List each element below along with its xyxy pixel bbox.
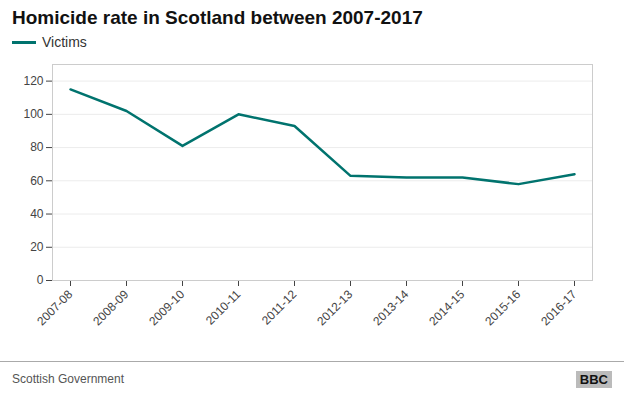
svg-text:2016-17: 2016-17	[538, 287, 579, 328]
svg-text:0: 0	[37, 273, 44, 287]
svg-text:80: 80	[30, 140, 44, 154]
svg-text:2008-09: 2008-09	[90, 287, 131, 328]
svg-text:2012-13: 2012-13	[314, 287, 355, 328]
html-text:Victims: Victims	[42, 34, 87, 50]
svg-text:60: 60	[30, 174, 44, 188]
html-text:Scottish Government: Scottish Government	[12, 371, 125, 386]
svg-text:2015-16: 2015-16	[482, 287, 523, 328]
svg-text:2009-10: 2009-10	[146, 287, 187, 328]
svg-text:100: 100	[23, 107, 43, 121]
svg-text:40: 40	[30, 207, 44, 221]
html-text:BBC: BBC	[579, 371, 608, 387]
svg-text:2013-14: 2013-14	[370, 287, 411, 328]
svg-text:20: 20	[30, 240, 44, 254]
svg-text:2014-15: 2014-15	[426, 287, 467, 328]
svg-text:2010-11: 2010-11	[203, 287, 244, 328]
svg-text:2007-08: 2007-08	[34, 287, 75, 328]
html-text:Homicide rate in Scotland betw: Homicide rate in Scotland between 2007-2…	[12, 7, 423, 28]
svg-text:120: 120	[23, 74, 43, 88]
svg-text:2011-12: 2011-12	[259, 287, 300, 328]
